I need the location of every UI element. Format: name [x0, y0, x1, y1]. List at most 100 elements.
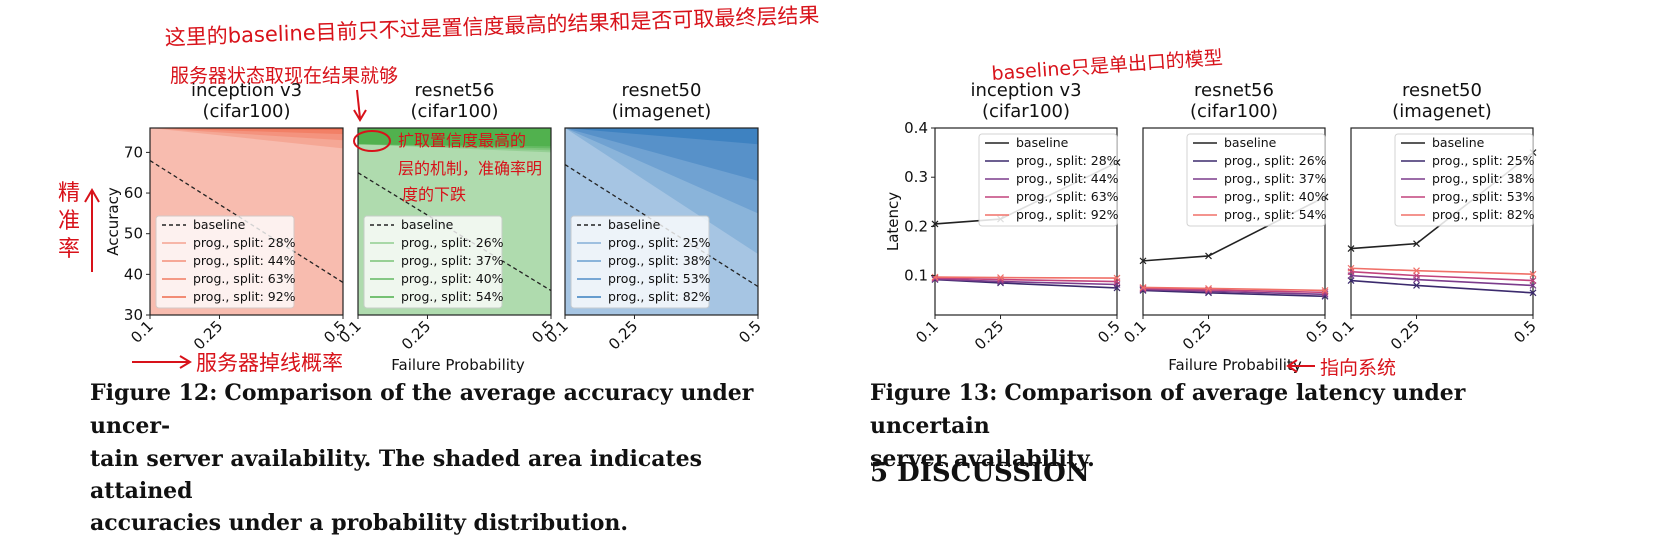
legend: baseline prog., split: 28% prog., split: 4…	[155, 215, 296, 309]
x-tick-label: 0.25	[1387, 317, 1423, 353]
annotation-arrow-left	[1286, 359, 1315, 373]
legend-label: prog., split: 54%	[401, 289, 504, 304]
accuracy-panel-3: resnet50(imagenet)0.1 0.25 0.5baselineprog…	[542, 80, 765, 353]
annotation-left-char: 率	[58, 237, 80, 262]
x-tick-label: 0.25	[190, 317, 226, 353]
y-tick-label: 30	[124, 306, 143, 324]
latency-panel-2: resnet56(cifar100) 0.1 0.25 0.5 baseline prog…	[1120, 80, 1332, 353]
legend-label: prog., split: 37%	[1224, 171, 1327, 186]
figure13-label: Figure 13:	[870, 380, 998, 406]
series-point	[1413, 272, 1420, 280]
series-point	[1113, 281, 1121, 288]
x-tick-label: 0.5	[1094, 317, 1124, 347]
section-heading: 5 DISCUSSION	[870, 458, 1090, 488]
x-tick-label: 0.25	[971, 317, 1007, 353]
annotation-ellipse	[353, 130, 391, 152]
legend-label: prog., split: 82%	[608, 289, 711, 304]
legend-label: baseline	[1016, 135, 1069, 150]
series-point	[1347, 264, 1355, 272]
annotation-arrow-right	[132, 355, 192, 369]
annotation-left-char: 精	[58, 181, 80, 206]
legend-label: prog., split: 92%	[1016, 207, 1119, 222]
annotation-green-2: 层的机制，准确率明	[398, 159, 542, 178]
series-point	[1205, 252, 1212, 260]
legend-label: prog., split: 63%	[1016, 189, 1119, 204]
figure13-caption-line2: server availability.	[870, 446, 1095, 472]
panel-title: (cifar100)	[202, 101, 290, 122]
legend-label: prog., split: 28%	[193, 235, 296, 250]
series-point	[1529, 282, 1537, 289]
panel-title: (cifar100)	[410, 101, 498, 122]
legend-label: prog., split: 38%	[608, 253, 711, 268]
panel-title: (cifar100)	[1190, 101, 1278, 122]
legend-label: baseline	[193, 217, 246, 232]
legend-label: baseline	[401, 217, 454, 232]
y-tick-label: 50	[124, 225, 143, 243]
series-point	[1529, 289, 1537, 297]
series-line	[1139, 284, 1329, 294]
accuracy-panel-2: resnet56(cifar100)0.1 0.25 0.5baselineprog…	[335, 80, 558, 353]
legend-label: prog., split: 92%	[193, 289, 296, 304]
figure12-label: Figure 12:	[90, 380, 218, 406]
legend-label: prog., split: 37%	[401, 253, 504, 268]
legend: baseline prog., split: 26% prog., split: 3…	[363, 215, 504, 309]
figure13-caption-line1: Comparison of average latency under unce…	[870, 380, 1466, 439]
series-line	[931, 273, 1121, 282]
legend-label: prog., split: 25%	[608, 235, 711, 250]
legend-label: prog., split: 44%	[1016, 171, 1119, 186]
figure-canvas: inception v3(cifar100)0.1 0.25 0.5baseline…	[58, 3, 1540, 379]
y-tick-label: 70	[124, 143, 143, 161]
panel-title: (imagenet)	[612, 101, 712, 122]
legend-label: baseline	[608, 217, 661, 232]
legend-label: prog., split: 44%	[193, 253, 296, 268]
legend-box	[1186, 133, 1326, 227]
x-axis-label: Failure Probability	[391, 356, 525, 374]
series-line	[1347, 277, 1537, 297]
figure12-caption-line2: tain server availability. The shaded are…	[90, 446, 703, 504]
x-tick-label: 0.25	[1179, 317, 1215, 353]
annotation-green-1: 扩取置信度最高的	[398, 131, 526, 150]
legend: baseline prog., split: 25% prog., split: 3…	[1394, 133, 1535, 227]
legend: baseline prog., split: 25% prog., split: 3…	[570, 215, 711, 309]
legend: baseline prog., split: 26% prog., split: 3…	[1186, 133, 1327, 227]
series-point	[1347, 245, 1355, 252]
series-point	[997, 274, 1004, 282]
series-point	[1205, 285, 1212, 292]
y-tick-label: 60	[124, 184, 143, 202]
series-point	[1139, 284, 1147, 291]
annotation-top-line1: 这里的baseline目前只不过是置信度最高的结果和是否可取最终层结果	[164, 3, 819, 50]
x-tick-label: 0.5	[1302, 317, 1332, 347]
panel-frame	[149, 127, 344, 316]
y-tick-label: 0.3	[904, 168, 928, 186]
panel-title: inception v3	[970, 80, 1081, 101]
y-tick-label: 0.2	[904, 217, 928, 235]
y-axis-label: Accuracy	[104, 187, 122, 256]
panel-title: (cifar100)	[982, 101, 1070, 122]
figure12-caption: Figure 12: Comparison of the average acc…	[90, 377, 810, 539]
panel-frame	[357, 127, 552, 316]
legend-label: prog., split: 40%	[1224, 189, 1327, 204]
series-area	[358, 128, 551, 147]
series-path	[934, 276, 1118, 279]
x-tick-label: 0.1	[912, 317, 942, 347]
legend-box	[978, 133, 1118, 227]
series-point	[1529, 277, 1537, 284]
series-point	[1529, 270, 1537, 278]
figure12-caption-line3: accuracies under a probability distribut…	[90, 510, 629, 536]
legend-label: prog., split: 63%	[193, 271, 296, 286]
legend-label: prog., split: 54%	[1224, 207, 1327, 222]
x-tick-label: 0.25	[398, 317, 434, 353]
legend: baseline prog., split: 28% prog., split: 4…	[978, 133, 1119, 227]
legend-label: prog., split: 40%	[401, 271, 504, 286]
legend-label: baseline	[1224, 135, 1277, 150]
series-line	[1347, 264, 1537, 278]
legend-label: prog., split: 26%	[1224, 153, 1327, 168]
legend-label: baseline	[1432, 135, 1485, 150]
legend-label: prog., split: 28%	[1016, 153, 1119, 168]
series-area	[150, 128, 343, 135]
panel-title: resnet50	[1402, 80, 1482, 101]
latency-panel-3: resnet50(imagenet) 0.1 0.25 0.5 baseline prog…	[1328, 80, 1540, 353]
legend-label: prog., split: 53%	[608, 271, 711, 286]
annotation-arrow-up	[84, 188, 100, 272]
annotation-arrow-down	[353, 89, 367, 122]
